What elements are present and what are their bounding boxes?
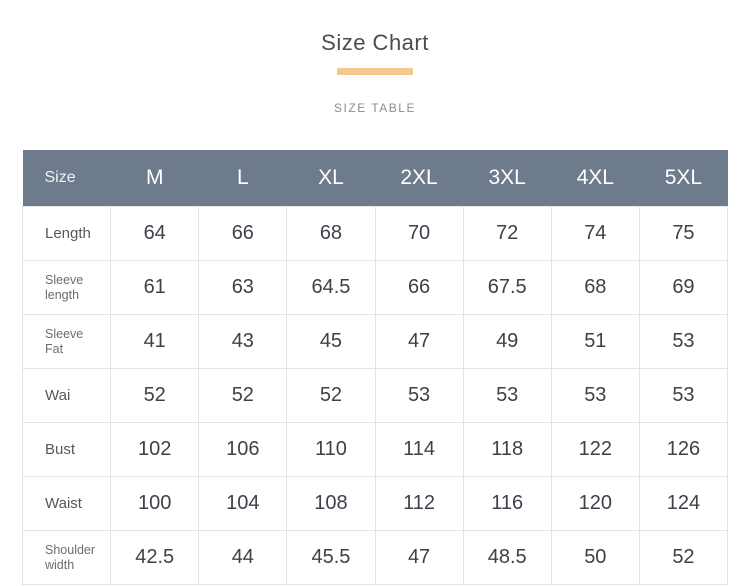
size-value: 52 bbox=[110, 368, 200, 423]
size-value: 50 bbox=[550, 530, 640, 585]
size-value: 52 bbox=[286, 368, 376, 423]
row-label: Waist bbox=[21, 476, 112, 531]
size-value: 106 bbox=[198, 422, 288, 477]
table-row-length: Length 64 66 68 70 72 74 75 bbox=[21, 206, 729, 261]
row-label: Wai bbox=[21, 368, 112, 423]
size-value: 104 bbox=[198, 476, 288, 531]
size-value: 41 bbox=[110, 314, 200, 369]
size-value: 112 bbox=[374, 476, 464, 531]
size-value: 53 bbox=[550, 368, 640, 423]
size-value: 69 bbox=[638, 260, 729, 315]
row-label: Length bbox=[21, 206, 112, 261]
size-header-xl: XL bbox=[286, 150, 375, 207]
size-value: 53 bbox=[374, 368, 464, 423]
size-value: 126 bbox=[638, 422, 729, 477]
size-header-5xl: 5XL bbox=[639, 150, 728, 207]
size-value: 116 bbox=[462, 476, 552, 531]
size-value: 108 bbox=[286, 476, 376, 531]
size-value: 52 bbox=[638, 530, 729, 585]
size-value: 44 bbox=[198, 530, 288, 585]
size-value: 102 bbox=[110, 422, 200, 477]
size-value: 68 bbox=[286, 206, 376, 261]
size-value: 42.5 bbox=[110, 530, 200, 585]
size-value: 53 bbox=[638, 314, 729, 369]
size-value: 52 bbox=[198, 368, 288, 423]
size-value: 118 bbox=[462, 422, 552, 477]
row-label: Sleeve length bbox=[21, 260, 112, 315]
size-value: 120 bbox=[550, 476, 640, 531]
size-header-2xl: 2XL bbox=[375, 150, 464, 207]
section-subtitle: SIZE TABLE bbox=[334, 101, 416, 116]
row-label: Shoulder width bbox=[21, 530, 112, 585]
size-value: 53 bbox=[638, 368, 729, 423]
size-value: 110 bbox=[286, 422, 376, 477]
size-value: 100 bbox=[110, 476, 200, 531]
size-value: 66 bbox=[198, 206, 288, 261]
size-value: 49 bbox=[462, 314, 552, 369]
table-header: Size M L XL 2XL 3XL 4XL 5XL bbox=[22, 150, 728, 207]
size-value: 45 bbox=[286, 314, 376, 369]
size-value: 53 bbox=[462, 368, 552, 423]
size-value: 61 bbox=[110, 260, 200, 315]
table-row-bust: Bust 102 106 110 114 118 122 126 bbox=[21, 422, 729, 477]
table-row-waist: Waist 100 104 108 112 116 120 124 bbox=[21, 476, 729, 531]
row-label: Sleeve Fat bbox=[21, 314, 112, 369]
page-title: Size Chart bbox=[321, 30, 429, 55]
size-value: 66 bbox=[374, 260, 464, 315]
size-value: 68 bbox=[550, 260, 640, 315]
size-value: 74 bbox=[550, 206, 640, 261]
table-row-wai: Wai 52 52 52 53 53 53 53 bbox=[21, 368, 729, 423]
size-value: 70 bbox=[374, 206, 464, 261]
size-chart-table: Size M L XL 2XL 3XL 4XL 5XL Length 64 66… bbox=[21, 150, 729, 585]
size-value: 124 bbox=[638, 476, 729, 531]
heading-block: Size Chart SIZE TABLE bbox=[0, 30, 750, 115]
table-row-sleeve-fat: Sleeve Fat 41 43 45 47 49 51 53 bbox=[21, 314, 729, 369]
table-body: Length 64 66 68 70 72 74 75 Sleeve lengt… bbox=[21, 206, 729, 585]
size-value: 47 bbox=[374, 314, 464, 369]
size-value: 67.5 bbox=[462, 260, 552, 315]
corner-header-size: Size bbox=[22, 150, 111, 207]
size-value: 63 bbox=[198, 260, 288, 315]
size-value: 48.5 bbox=[462, 530, 552, 585]
size-value: 45.5 bbox=[286, 530, 376, 585]
row-label: Bust bbox=[21, 422, 112, 477]
header-row: Size M L XL 2XL 3XL 4XL 5XL bbox=[22, 150, 728, 207]
accent-divider bbox=[337, 68, 413, 76]
size-value: 47 bbox=[374, 530, 464, 585]
size-value: 75 bbox=[638, 206, 729, 261]
size-value: 122 bbox=[550, 422, 640, 477]
size-header-3xl: 3XL bbox=[463, 150, 552, 207]
size-header-m: M bbox=[110, 150, 199, 207]
table-row-shoulder-width: Shoulder width 42.5 44 45.5 47 48.5 50 5… bbox=[21, 530, 729, 585]
size-value: 43 bbox=[198, 314, 288, 369]
size-value: 51 bbox=[550, 314, 640, 369]
size-value: 72 bbox=[462, 206, 552, 261]
size-header-l: L bbox=[198, 150, 287, 207]
size-value: 114 bbox=[374, 422, 464, 477]
table-row-sleeve-length: Sleeve length 61 63 64.5 66 67.5 68 69 bbox=[21, 260, 729, 315]
size-value: 64.5 bbox=[286, 260, 376, 315]
size-header-4xl: 4XL bbox=[551, 150, 640, 207]
size-value: 64 bbox=[110, 206, 200, 261]
